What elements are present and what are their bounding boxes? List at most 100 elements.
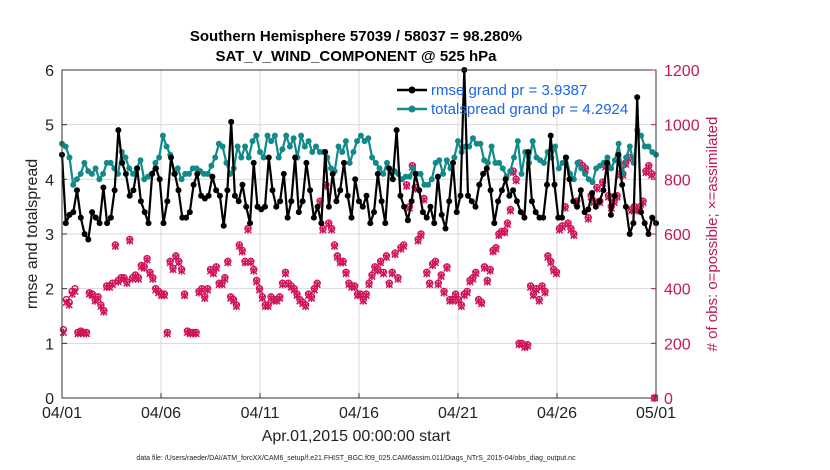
rmse-point <box>171 170 178 177</box>
x-axis: 04/01 04/06 04/11 04/16 04/21 04/26 05/01 <box>42 393 676 422</box>
spread-line <box>61 129 657 186</box>
obs-assimilated-point <box>203 286 212 294</box>
obs-assimilated-point <box>94 294 102 302</box>
rmse-point <box>62 220 69 227</box>
obs-assimilated-point <box>391 250 399 259</box>
obs-assimilated-point <box>547 258 555 267</box>
spread-point <box>163 143 170 150</box>
spread-point <box>499 165 506 172</box>
rmse-point <box>216 192 223 199</box>
rmse-point <box>577 187 584 194</box>
spread-point <box>305 138 312 145</box>
rmse-point <box>243 203 250 210</box>
obs-assimilated-point <box>244 226 252 234</box>
obs-assimilated-point <box>212 264 220 272</box>
spread-point <box>342 138 349 145</box>
rmse-point <box>502 176 509 183</box>
spread-point <box>350 149 357 155</box>
spread-point <box>428 176 435 183</box>
rmse-point <box>205 192 212 199</box>
obs-assimilated-point <box>402 182 411 190</box>
obs-assimilated-point <box>313 280 321 289</box>
obs-assimilated-point <box>278 280 287 289</box>
obs-assimilated-point <box>275 294 284 302</box>
spread-point <box>208 162 215 169</box>
rmse-point <box>491 220 498 227</box>
obs-assimilated-point <box>65 301 73 309</box>
y-axis-left-label: rmse and totalspread <box>24 159 41 309</box>
x-tick-label: 04/16 <box>339 405 379 422</box>
rmse-point <box>307 187 314 194</box>
spread-point <box>290 135 297 142</box>
rmse-point <box>107 214 114 221</box>
rmse-point <box>506 192 513 199</box>
obs-assimilated-point <box>120 275 128 283</box>
rmse-point <box>487 187 494 194</box>
spread-point <box>552 143 559 150</box>
obs-assimilated-point <box>160 291 169 300</box>
obs-assimilated-point <box>593 185 601 193</box>
obs-assimilated-point <box>319 226 327 234</box>
obs-assimilated-point <box>523 342 532 350</box>
spread-point <box>406 173 413 180</box>
rmse-point <box>183 214 190 221</box>
spread-point <box>122 154 129 161</box>
rmse-point <box>480 170 487 177</box>
spread-point <box>496 159 503 166</box>
spread-point <box>73 176 80 183</box>
obs-assimilated-point <box>143 256 151 264</box>
obs-assimilated-point <box>82 330 91 338</box>
rmse-point <box>314 203 321 210</box>
spread-point <box>339 149 346 155</box>
data-file-footnote: data file: /Users/raeder/DAI/ATM_forcXX/… <box>136 455 576 462</box>
obs-assimilated-point <box>399 242 408 251</box>
spread-point <box>283 132 290 139</box>
obs-assimilated-point <box>126 237 134 245</box>
rmse-point <box>186 209 193 216</box>
obs-assimilated-point <box>301 302 310 311</box>
rmse-point <box>419 209 426 216</box>
obs-assimilated-point <box>437 272 445 281</box>
obs-assimilated-point <box>177 267 186 275</box>
rmse-point <box>134 165 141 172</box>
rmse-point <box>382 220 389 227</box>
x-tick-label: 04/06 <box>141 405 181 422</box>
obs-assimilated-point <box>281 269 290 278</box>
rmse-point <box>74 187 80 194</box>
rmse-point <box>450 159 456 166</box>
obs-assimilated-point <box>423 269 431 278</box>
rmse-point <box>434 173 441 180</box>
spread-point <box>253 132 260 139</box>
spread-point <box>126 165 133 172</box>
rmse-point <box>156 176 163 183</box>
spread-point <box>626 143 633 150</box>
rmse-point <box>645 231 652 237</box>
x-tick-label: 04/01 <box>42 405 82 422</box>
obs-assimilated-point <box>417 231 425 240</box>
rmse-point <box>626 231 633 237</box>
obs-assimilated-point <box>434 280 443 289</box>
rmse-point <box>363 192 370 199</box>
rmse-point <box>532 209 539 216</box>
rmse-point <box>540 214 547 221</box>
obs-assimilated-point <box>457 302 466 311</box>
obs-assimilated-point <box>535 297 543 305</box>
obs-assimilated-point <box>368 272 376 281</box>
x-axis-label: Apr.01,2015 00:00:00 start <box>262 428 451 445</box>
y-right-tick-label: 400 <box>664 282 691 299</box>
spread-point <box>275 154 282 161</box>
spread-point <box>245 154 252 161</box>
rmse-point <box>194 170 201 177</box>
spread-point <box>96 176 103 183</box>
rmse-point <box>292 154 299 161</box>
y-axis-right: 0 200 400 600 800 1000 1200 <box>651 63 700 408</box>
rmse-point <box>408 198 415 205</box>
rmse-point <box>250 159 257 166</box>
obs-assimilated-point <box>123 279 131 287</box>
rmse-point <box>525 149 532 155</box>
rmse-point <box>333 198 340 205</box>
rmse-point <box>416 187 423 194</box>
spread-point <box>137 157 144 164</box>
rmse-point <box>149 170 156 177</box>
rmse-point <box>476 181 483 188</box>
